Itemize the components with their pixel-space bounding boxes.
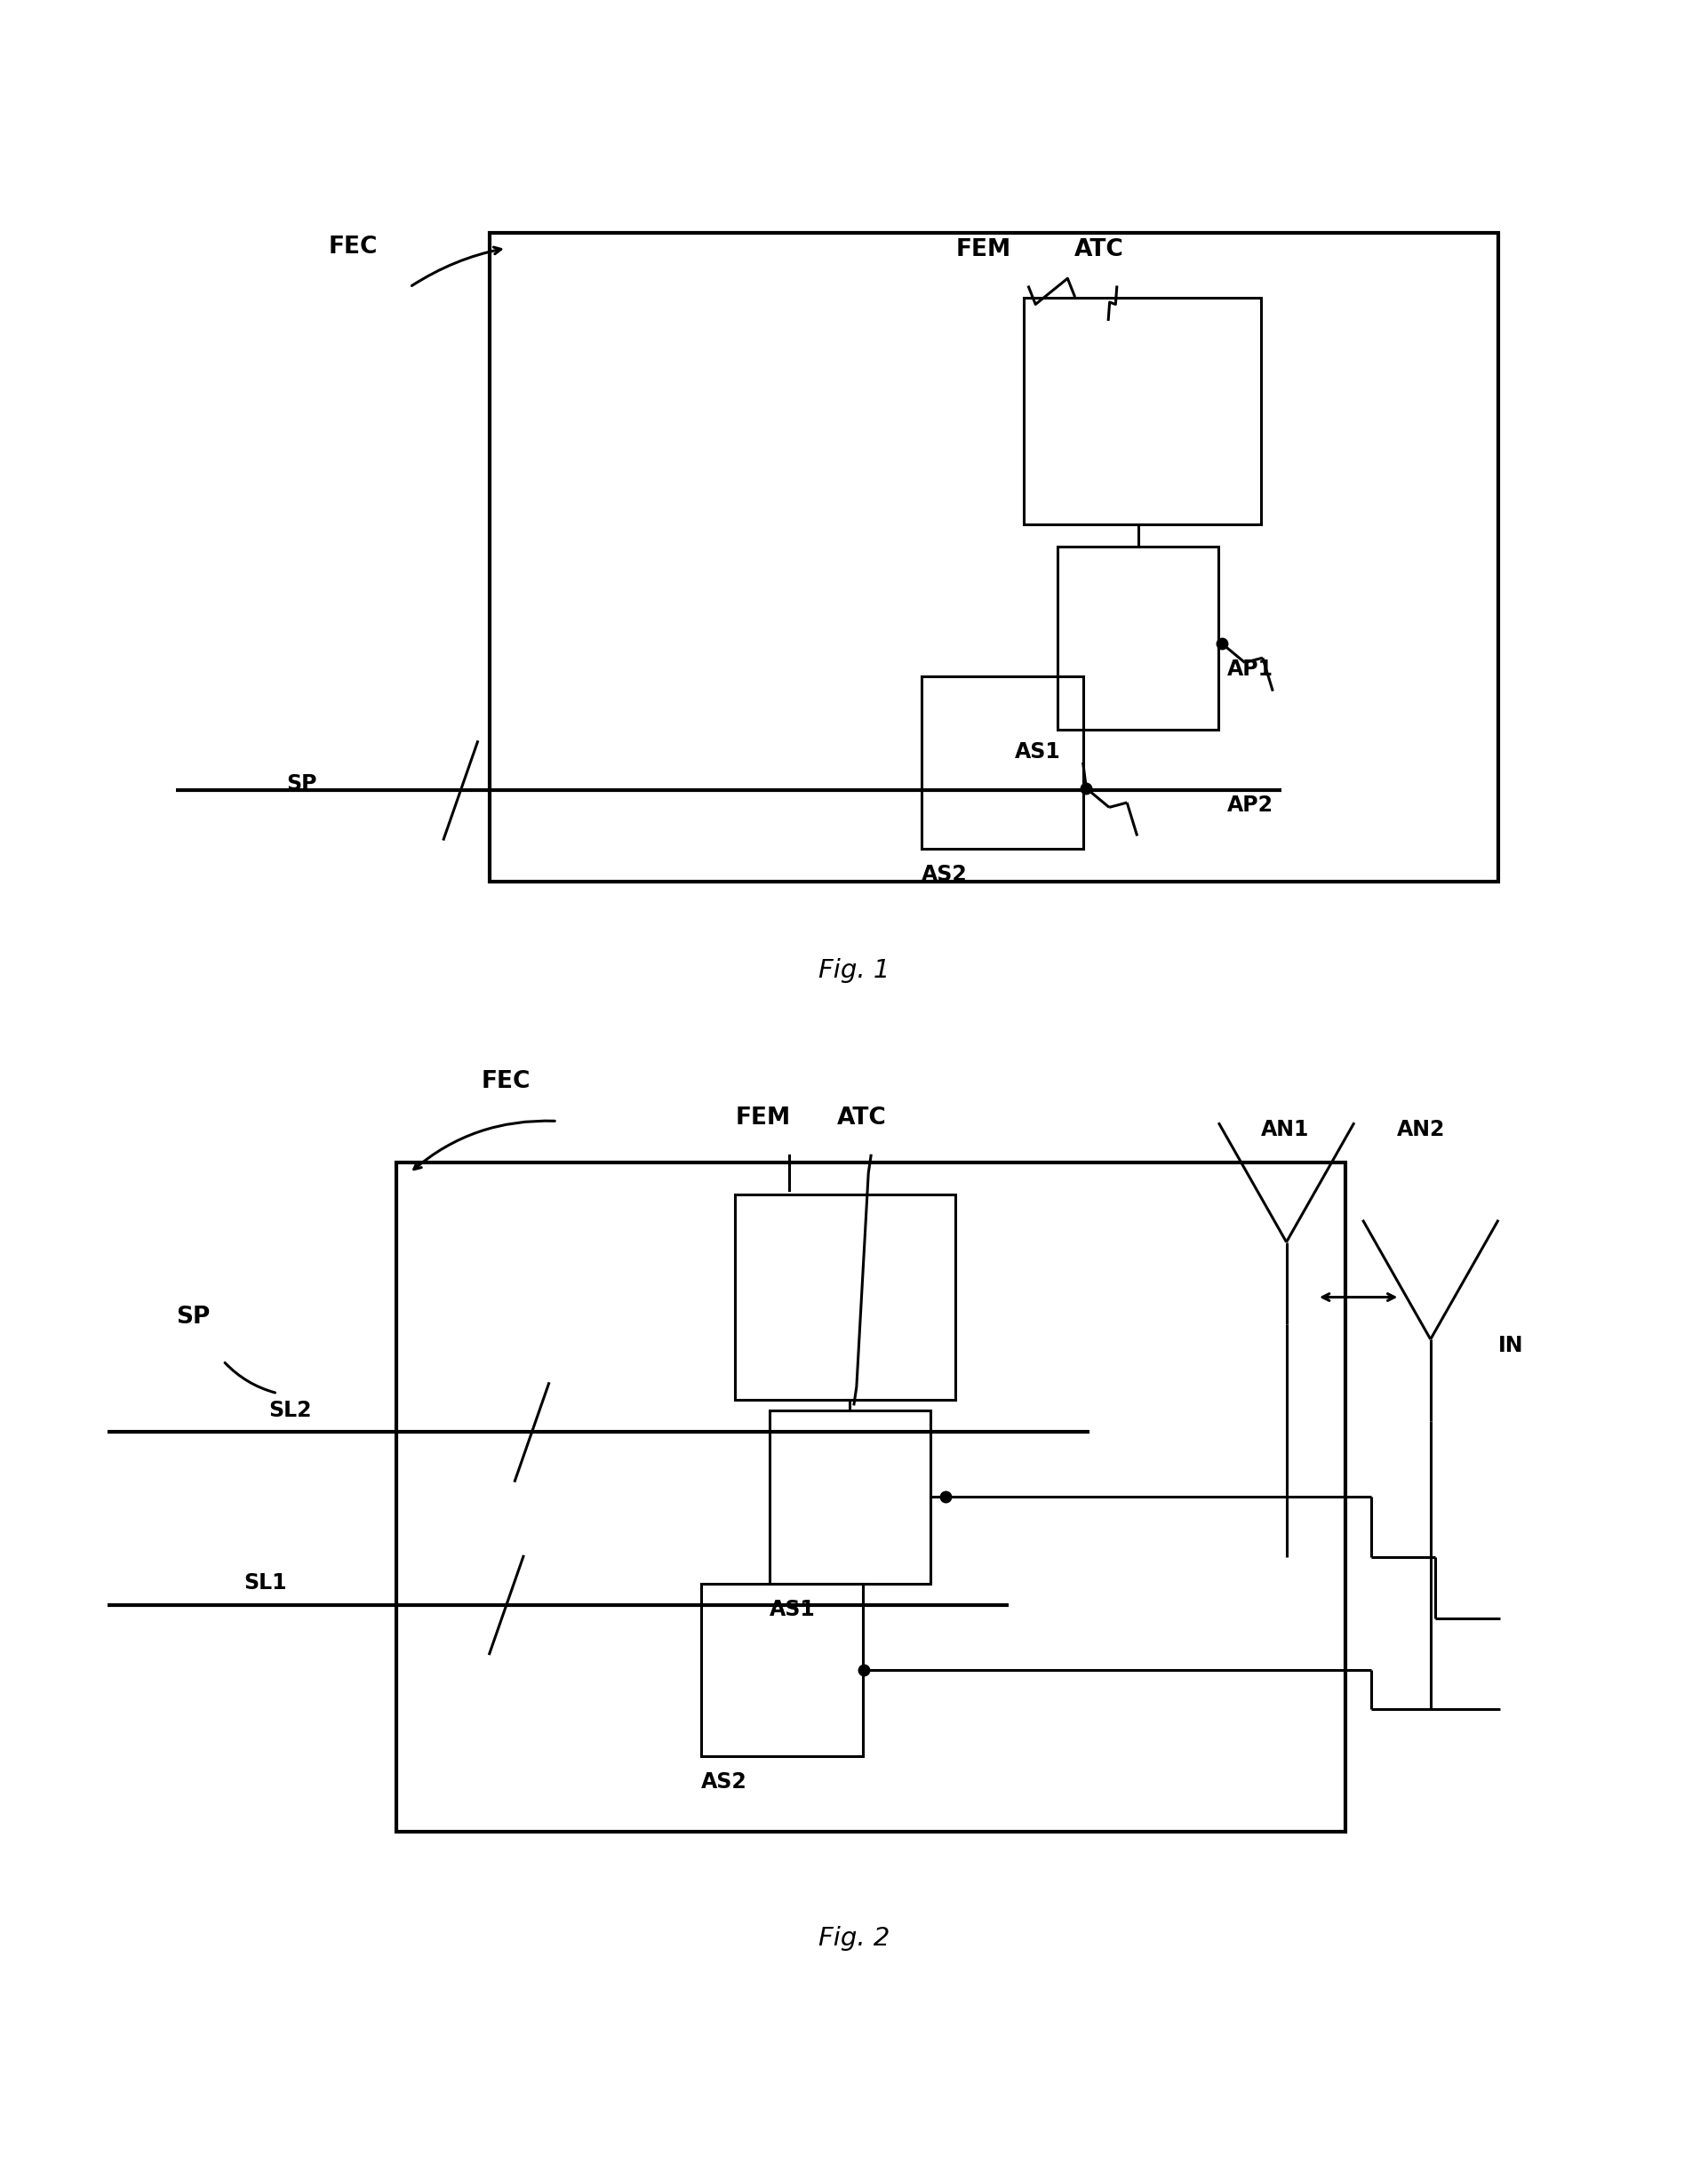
Text: AS2: AS2 — [702, 1771, 748, 1793]
Text: AS1: AS1 — [1015, 741, 1061, 763]
Text: FEC: FEC — [328, 237, 377, 259]
Text: ATC: ATC — [837, 1106, 886, 1130]
Text: SL1: SL1 — [244, 1573, 287, 1595]
Bar — [702, 1584, 863, 1756]
Text: Fig. 1: Fig. 1 — [818, 958, 890, 982]
Text: FEM: FEM — [956, 239, 1011, 261]
Bar — [490, 233, 1498, 882]
Text: Fig. 2: Fig. 2 — [818, 1925, 890, 1951]
Text: ATC: ATC — [1074, 239, 1124, 261]
Text: AP1: AP1 — [1226, 658, 1272, 680]
Bar — [1057, 545, 1218, 730]
Text: SL2: SL2 — [268, 1399, 313, 1421]
Text: AN1: AN1 — [1261, 1119, 1310, 1141]
Bar — [1023, 298, 1261, 524]
Text: FEM: FEM — [736, 1106, 791, 1130]
Bar — [736, 1195, 956, 1399]
Text: FEC: FEC — [482, 1069, 529, 1093]
Text: AN2: AN2 — [1397, 1119, 1445, 1141]
Text: AS1: AS1 — [769, 1599, 815, 1619]
Bar — [922, 676, 1083, 850]
Text: AS2: AS2 — [922, 865, 968, 884]
Text: SP: SP — [176, 1306, 210, 1328]
Bar — [396, 1163, 1346, 1832]
Text: SP: SP — [285, 774, 316, 795]
Text: IN: IN — [1498, 1334, 1524, 1356]
Bar — [769, 1410, 931, 1584]
Text: AP2: AP2 — [1226, 795, 1272, 817]
